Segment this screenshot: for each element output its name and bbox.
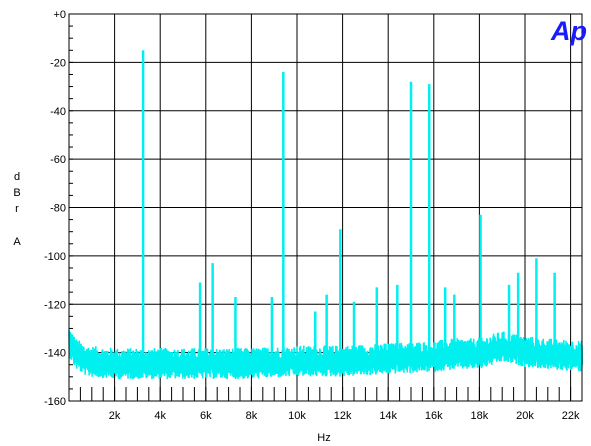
y-tick-label: -100 bbox=[44, 251, 66, 263]
x-tick-label: 16k bbox=[425, 410, 443, 422]
y-tick-label: -40 bbox=[50, 106, 66, 118]
x-tick-label: 2k bbox=[109, 410, 121, 422]
y-tick-labels: +0 -20 -40 -60 -80 -100 -120 -140 -160 bbox=[44, 9, 66, 408]
x-tick-label: 4k bbox=[154, 410, 166, 422]
x-tick-label: 22k bbox=[562, 410, 580, 422]
y-tick-label: -60 bbox=[50, 154, 66, 166]
x-tick-label: 12k bbox=[334, 410, 352, 422]
y-axis-label-letter: d bbox=[14, 171, 20, 183]
x-tick-labels: 2k 4k 6k 8k 10k 12k 14k 16k 18k 20k 22k bbox=[109, 410, 580, 422]
y-tick-label: -80 bbox=[50, 203, 66, 215]
x-tick-label: 18k bbox=[471, 410, 489, 422]
plot-frame bbox=[68, 13, 583, 402]
x-tick-label: 14k bbox=[379, 410, 397, 422]
y-tick-label: -140 bbox=[44, 348, 66, 360]
y-axis-label-letter: A bbox=[13, 236, 21, 248]
y-tick-label: -120 bbox=[44, 299, 66, 311]
y-axis-label-letter: B bbox=[13, 187, 20, 199]
y-axis-label-letter: r bbox=[15, 203, 19, 215]
minor-ticks bbox=[69, 13, 572, 402]
x-axis-label: Hz bbox=[317, 432, 330, 444]
y-axis-label: dBr A bbox=[13, 171, 21, 248]
y-tick-label: -20 bbox=[50, 57, 66, 69]
x-tick-label: 20k bbox=[516, 410, 534, 422]
x-tick-label: 8k bbox=[246, 410, 258, 422]
x-tick-label: 10k bbox=[288, 410, 306, 422]
y-tick-label: -160 bbox=[44, 396, 66, 408]
x-tick-label: 6k bbox=[200, 410, 212, 422]
ap-logo: Ap bbox=[550, 16, 587, 46]
peak-series bbox=[141, 50, 556, 365]
y-tick-label: +0 bbox=[53, 9, 66, 21]
